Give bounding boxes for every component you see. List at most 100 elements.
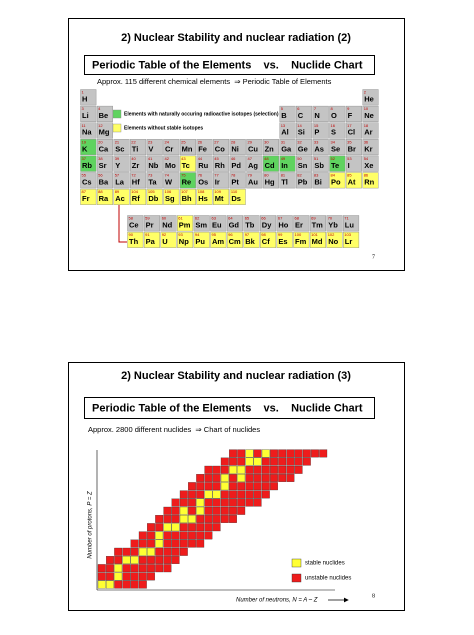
element-cell — [127, 215, 144, 232]
atomic-number: 73 — [148, 173, 153, 178]
nuclide-cell — [114, 572, 123, 581]
nuclide-cell — [163, 523, 172, 532]
element-cell — [177, 231, 194, 248]
nuclide-cell — [253, 482, 262, 491]
nuclide-cell — [261, 490, 270, 499]
element-symbol: Si — [298, 128, 305, 137]
element-cell — [260, 215, 277, 232]
element-cell — [326, 215, 343, 232]
nuclide-cell — [229, 506, 237, 515]
nuclide-cell — [311, 449, 319, 458]
atomic-number: 31 — [281, 139, 286, 144]
atomic-number: 2 — [364, 90, 367, 95]
element-symbol: Br — [348, 144, 356, 153]
atomic-number: 11 — [82, 123, 87, 128]
nuclide-cell — [179, 547, 188, 556]
atomic-number: 52 — [331, 156, 336, 161]
element-symbol: Ni — [231, 144, 239, 153]
nuclide-cell — [155, 564, 164, 573]
atomic-number: 24 — [165, 139, 170, 144]
subtitle-box — [84, 397, 375, 419]
element-symbol: H — [82, 94, 87, 103]
nuclide-cell — [130, 547, 139, 556]
atomic-number: 46 — [231, 156, 236, 161]
nuclide-cell — [229, 490, 237, 499]
element-symbol: Cd — [265, 161, 275, 170]
atomic-number: 81 — [281, 173, 286, 178]
nuclide-cell — [237, 449, 246, 458]
nuclide-cell — [171, 539, 180, 548]
nuclide-cell — [171, 523, 180, 532]
atomic-number: 70 — [328, 216, 333, 221]
element-cell — [345, 155, 362, 172]
element-symbol: Au — [248, 177, 258, 186]
element-symbol: K — [82, 144, 88, 153]
element-symbol: Hf — [132, 177, 140, 186]
element-cell — [80, 89, 97, 106]
element-symbol: O — [331, 111, 337, 120]
element-cell — [80, 122, 97, 139]
atomic-number: 92 — [162, 232, 167, 237]
element-symbol: Sm — [195, 220, 207, 229]
element-symbol: Al — [281, 128, 289, 137]
atomic-number: 62 — [195, 216, 200, 221]
atomic-number: 69 — [311, 216, 316, 221]
element-symbol: Th — [129, 237, 139, 246]
element-symbol: Ca — [99, 144, 109, 153]
atomic-number: 26 — [198, 139, 203, 144]
nuclide-cell — [286, 449, 295, 458]
nuclide-cell — [229, 465, 237, 474]
nuclide-cell — [245, 465, 254, 474]
nuclide-cell — [196, 482, 205, 491]
element-symbol: Tb — [245, 220, 255, 229]
nuclide-cell — [147, 556, 155, 564]
atomic-number: 34 — [331, 139, 336, 144]
nuclide-cell — [196, 506, 205, 515]
nuclide-cell — [253, 474, 262, 482]
nuclide-cell — [196, 515, 205, 523]
element-cell — [362, 122, 379, 139]
nuclide-cell — [138, 531, 147, 540]
nuclide-cell — [220, 490, 229, 499]
element-symbol: Bi — [314, 177, 322, 186]
nuclide-cell — [196, 490, 205, 499]
element-cell — [96, 155, 113, 172]
nuclide-cell — [97, 572, 106, 581]
nuclide-cell — [122, 556, 131, 564]
element-cell — [196, 139, 213, 156]
element-symbol: Cr — [165, 144, 173, 153]
element-symbol: Mg — [99, 128, 110, 137]
nuclide-cell — [237, 465, 246, 474]
element-symbol: Sb — [314, 161, 324, 170]
element-cell — [279, 105, 296, 122]
element-symbol: Ga — [281, 144, 292, 153]
nuclide-cell — [155, 539, 164, 548]
atomic-number: 12 — [98, 123, 103, 128]
nuclide-cell — [204, 482, 213, 491]
element-cell — [213, 172, 230, 189]
nuclide-cell — [245, 457, 254, 466]
nuclide-cell — [286, 474, 295, 482]
element-cell — [229, 155, 246, 172]
element-symbol: Fm — [295, 237, 307, 246]
element-symbol: Cs — [82, 177, 92, 186]
nuclide-cell — [237, 490, 246, 499]
element-cell — [243, 231, 260, 248]
atomic-number: 97 — [245, 232, 250, 237]
nuclide-cell — [196, 531, 205, 540]
legend-label: Elements without stable isotopes — [124, 125, 203, 131]
atomic-number: 86 — [364, 173, 369, 178]
nuclide-cell — [138, 564, 147, 573]
element-symbol: Ho — [278, 220, 288, 229]
atomic-number: 36 — [364, 139, 369, 144]
nuclide-cell — [171, 515, 180, 523]
page-number: 8 — [372, 593, 375, 599]
legend-swatch — [291, 573, 302, 583]
element-cell — [312, 105, 329, 122]
element-symbol: Rn — [364, 177, 374, 186]
nuclide-cell — [179, 506, 188, 515]
nuclide-cell — [270, 465, 278, 474]
nuclide-cell — [155, 547, 164, 556]
element-symbol: Mn — [182, 144, 193, 153]
